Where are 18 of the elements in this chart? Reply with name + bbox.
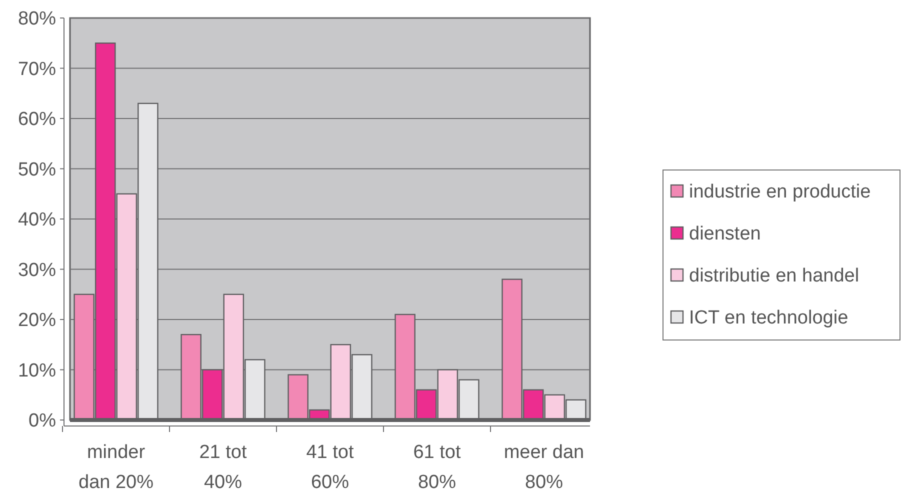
y-tick-label: 60%	[18, 109, 56, 130]
x-tick-label: meer dan 80%	[504, 442, 584, 493]
y-tick-label: 30%	[18, 260, 56, 281]
y-tick-label: 80%	[18, 8, 56, 30]
y-tick-label: 0%	[28, 410, 56, 432]
y-tick-label: 40%	[18, 210, 56, 231]
x-tick-label: 61 tot 80%	[413, 442, 462, 493]
legend-label: diensten	[689, 224, 761, 245]
legend-label: industrie en productie	[689, 182, 871, 203]
y-tick-label: 50%	[18, 159, 56, 180]
y-tick-label: 70%	[18, 58, 56, 80]
legend-label: distributie en handel	[689, 266, 860, 287]
y-tick-label: 10%	[18, 360, 56, 382]
x-tick-label: 41 tot 60%	[306, 442, 354, 493]
legend-label: ICT en technologie	[689, 308, 848, 329]
x-tick-label: minder dan 20%	[78, 442, 154, 493]
x-tick-label: 21 tot 40%	[199, 442, 248, 493]
y-tick-label: 20%	[18, 310, 56, 332]
